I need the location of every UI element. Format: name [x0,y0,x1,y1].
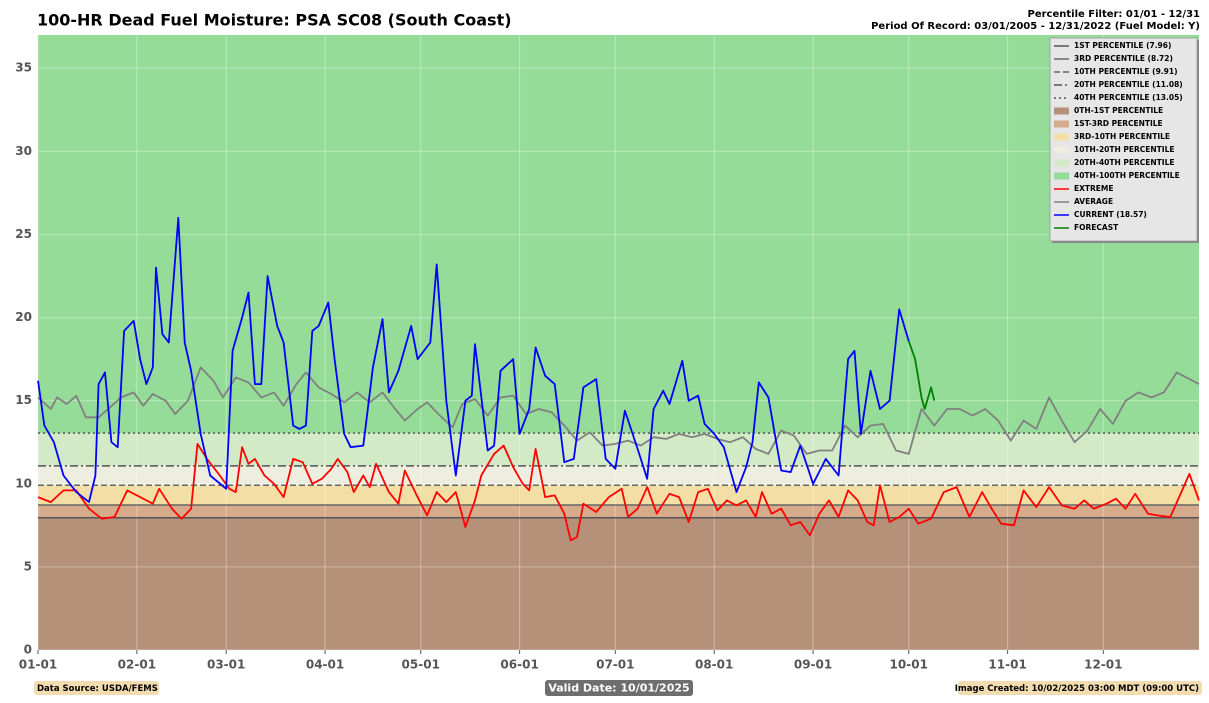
legend-label: 40TH-100TH PERCENTILE [1074,171,1180,180]
footer-box [545,680,693,696]
y-tick-label: 15 [15,393,32,407]
subtitle: Percentile Filter: 01/01 - 12/31 [1027,9,1200,20]
x-tick-label: 03-01 [207,658,245,672]
legend-label: 40TH PERCENTILE (13.05) [1074,93,1183,102]
legend-swatch [1054,133,1069,141]
x-tick-label: 12-01 [1084,658,1122,672]
x-tick-label: 05-01 [402,658,440,672]
footer-box [34,681,159,695]
footer-center: Valid Date: 10/01/2025 [548,682,689,695]
series-line [37,443,1200,542]
plot-area [37,35,1200,651]
legend-label: 10TH PERCENTILE (9.91) [1074,67,1178,76]
legend-label: 3RD PERCENTILE (8.72) [1074,54,1173,63]
x-tick-label: 02-01 [118,658,156,672]
legend-label: 20TH PERCENTILE (11.08) [1074,80,1183,89]
footer-box [958,681,1202,695]
y-tick-label: 20 [15,310,32,324]
x-tick-label: 06-01 [500,658,538,672]
y-tick-label: 30 [15,144,32,158]
chart-title: 100-HR Dead Fuel Moisture: PSA SC08 (Sou… [37,11,512,30]
legend-label: 10TH-20TH PERCENTILE [1074,145,1175,154]
legend-swatch [1054,146,1069,154]
y-tick-label: 0 [24,643,32,657]
legend-label: 1ST-3RD PERCENTILE [1074,119,1163,128]
legend-label: EXTREME [1074,184,1114,193]
footer-left: Data Source: USDA/FEMS [37,684,158,694]
y-tick-label: 35 [15,61,32,75]
x-tick-label: 04-01 [306,658,344,672]
series-line [37,216,910,503]
series-line [907,340,936,410]
y-tick-label: 10 [15,476,32,490]
legend-label: 0TH-1ST PERCENTILE [1074,106,1163,115]
legend-swatch [1054,107,1069,115]
percentile-band [38,505,1199,518]
percentile-band [38,485,1199,506]
x-tick-label: 10-01 [890,658,928,672]
legend-label: FORECAST [1074,223,1119,232]
footer-right: Image Created: 10/02/2025 03:00 MDT (09:… [955,684,1199,694]
x-tick-label: 08-01 [695,658,733,672]
legend-swatch [1054,172,1069,180]
percentile-band [38,465,1199,486]
legend-label: 20TH-40TH PERCENTILE [1074,158,1175,167]
x-tick-label: 01-01 [19,658,57,672]
x-tick-label: 09-01 [794,658,832,672]
x-tick-label: 11-01 [988,658,1026,672]
x-tick-label: 07-01 [596,658,634,672]
legend [1049,37,1198,242]
legend-label: AVERAGE [1074,197,1113,206]
legend-label: CURRENT (18.57) [1074,210,1147,219]
subtitle: Period Of Record: 03/01/2005 - 12/31/202… [871,21,1200,32]
percentile-band [38,517,1199,650]
y-tick-label: 25 [15,227,32,241]
legend-swatch [1054,159,1069,167]
legend-label: 1ST PERCENTILE (7.96) [1074,41,1171,50]
series-line [37,366,1200,455]
y-tick-label: 5 [24,559,32,573]
legend-label: 3RD-10TH PERCENTILE [1074,132,1170,141]
legend-swatch [1054,120,1069,128]
